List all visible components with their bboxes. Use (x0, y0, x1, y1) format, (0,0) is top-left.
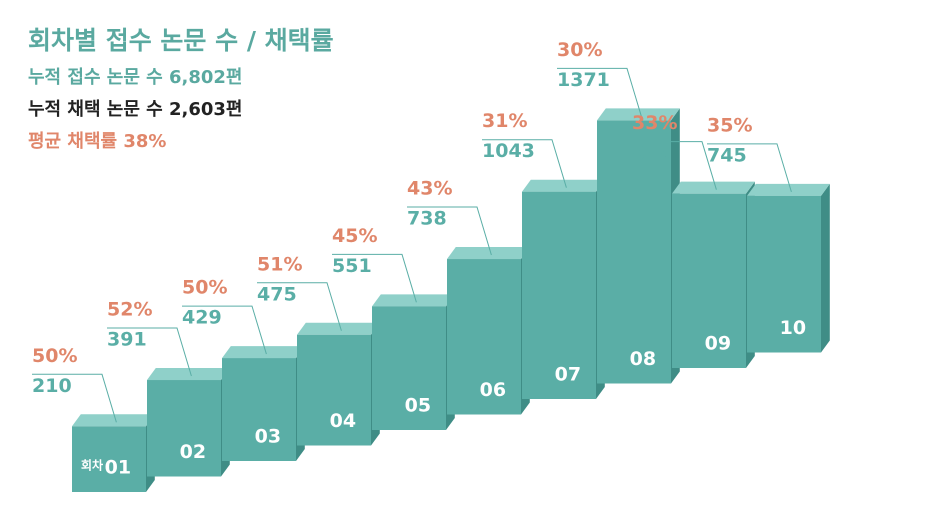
leader-line (407, 206, 492, 256)
bar-top (72, 414, 155, 427)
value-label: 849 (632, 142, 672, 164)
bar (222, 358, 296, 461)
leader-line (332, 253, 417, 303)
value-label: 745 (707, 144, 747, 166)
rate-label: 51% (257, 253, 302, 275)
rate-label: 45% (332, 225, 377, 247)
bar-top (522, 179, 605, 192)
x-tick-label: 01 (105, 457, 131, 479)
rate-label: 35% (707, 114, 752, 136)
bar-side (821, 183, 830, 353)
bar (372, 306, 446, 430)
x-tick-label: 05 (405, 395, 431, 417)
bar-top (597, 108, 680, 121)
rate-label: 50% (182, 277, 227, 299)
leader-line (107, 327, 192, 377)
value-label: 475 (257, 283, 297, 305)
value-label: 210 (32, 375, 72, 397)
subtitle: 누적 채택 논문 수 2,603편 (28, 99, 242, 120)
x-tick-label: 02 (180, 441, 206, 463)
bar (447, 259, 521, 415)
bar-top (672, 181, 755, 194)
value-label: 1043 (482, 140, 535, 162)
rate-label: 31% (482, 110, 527, 132)
x-tick-label: 08 (630, 348, 656, 370)
bar (747, 195, 821, 353)
bar (297, 334, 371, 446)
bar-top (222, 346, 305, 359)
bar-top (147, 368, 230, 381)
leader-line (707, 143, 792, 192)
leader-line (182, 305, 267, 355)
bar-top (447, 247, 530, 260)
rate-label: 33% (632, 112, 677, 134)
rate-label: 52% (107, 299, 152, 321)
x-tick-label: 04 (330, 410, 356, 432)
bar (672, 193, 746, 368)
bar (522, 191, 596, 399)
rate-label: 30% (557, 39, 602, 61)
x-tick-label: 06 (480, 379, 506, 401)
bar (147, 380, 221, 477)
x-tick-label: 09 (705, 333, 731, 355)
leader-line (557, 67, 642, 117)
bar (597, 120, 671, 384)
value-label: 551 (332, 255, 372, 277)
leader-line (632, 141, 717, 190)
value-label: 429 (182, 307, 222, 329)
value-label: 391 (107, 329, 147, 351)
bar-top (297, 322, 380, 335)
bar (72, 426, 146, 492)
x-tick-label: 03 (255, 426, 281, 448)
x-tick-label: 07 (555, 364, 581, 386)
subtitle: 평균 채택률 38% (28, 131, 166, 152)
chart-title: 회차별 접수 논문 수 / 채택률 (28, 26, 334, 55)
x-tick-label: 10 (780, 317, 806, 339)
leader-line (257, 282, 342, 331)
bar-top (372, 294, 455, 307)
rate-label: 43% (407, 178, 452, 200)
value-label: 738 (407, 208, 447, 230)
leader-line (32, 373, 117, 423)
value-label: 1371 (557, 69, 610, 91)
leader-line (482, 139, 567, 188)
rate-label: 50% (32, 345, 77, 367)
bar-top (747, 183, 830, 196)
x-axis-label: 회차 (81, 458, 103, 473)
subtitle: 누적 접수 논문 수 6,802편 (28, 67, 242, 88)
